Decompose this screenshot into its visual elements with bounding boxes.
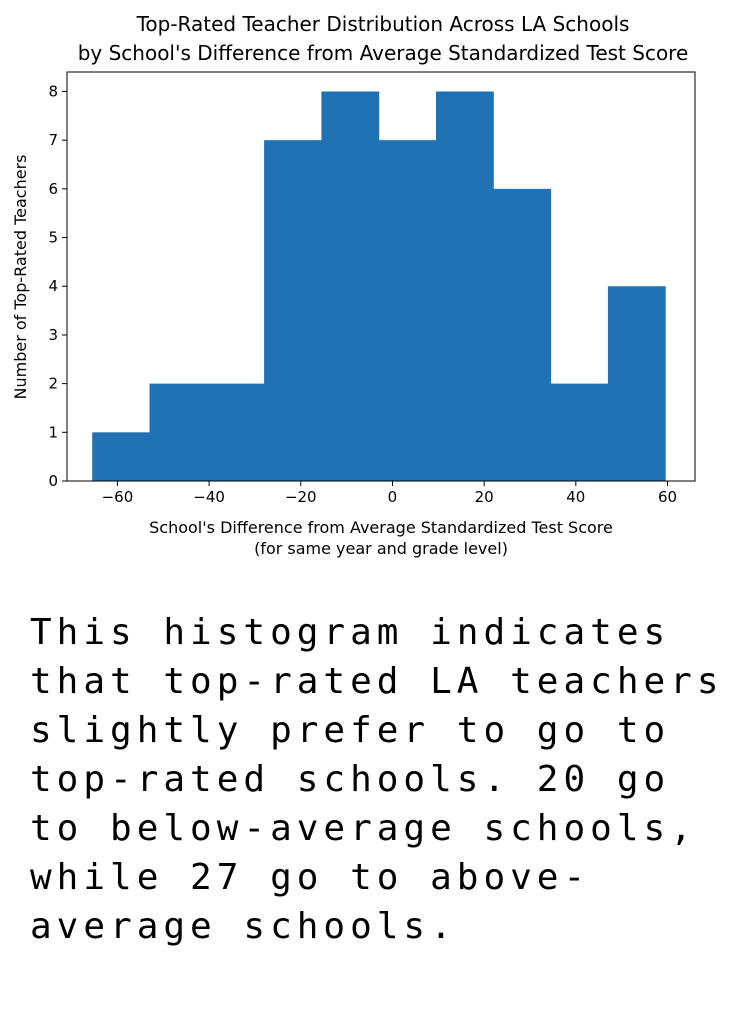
y-tick-label: 7 [48, 131, 58, 149]
chart-title-line-2: by School's Difference from Average Stan… [78, 41, 689, 65]
x-tick-label: 20 [475, 488, 494, 506]
x-tick-label: 60 [658, 488, 677, 506]
histogram-bar [321, 91, 380, 481]
chart-title-line-1: Top-Rated Teacher Distribution Across LA… [136, 12, 630, 36]
histogram-bar [378, 140, 437, 481]
y-tick-label: 1 [48, 423, 58, 441]
histogram-bar [206, 383, 265, 481]
histogram-bar [149, 383, 208, 481]
y-tick-label: 2 [48, 375, 58, 393]
x-tick-label: −20 [285, 488, 317, 506]
y-tick-label: 5 [48, 229, 58, 247]
x-tick-label: −40 [193, 488, 225, 506]
plot-frame [66, 71, 696, 482]
histogram-bar [264, 140, 322, 481]
histogram-bars [92, 91, 666, 481]
histogram-bar [436, 91, 494, 481]
y-tick-label: 6 [48, 180, 58, 198]
x-tick-label: 0 [388, 488, 398, 506]
histogram-bar [607, 286, 666, 481]
y-axis-ticks: 0 1 2 3 4 5 6 7 8 [48, 82, 67, 490]
x-axis-label-line-2: (for same year and grade level) [254, 539, 508, 558]
y-tick-label: 3 [48, 326, 58, 344]
caption-text: This histogram indicates that top-rated … [30, 612, 724, 947]
x-axis-ticks: −60 −40 −20 0 20 40 60 [102, 481, 677, 506]
x-axis-label-line-1: School's Difference from Average Standar… [149, 518, 613, 537]
histogram-bar [92, 432, 151, 481]
y-tick-label: 8 [48, 82, 58, 100]
y-tick-label: 4 [48, 277, 58, 295]
histogram-chart: Top-Rated Teacher Distribution Across LA… [11, 12, 696, 558]
x-tick-label: −60 [102, 488, 134, 506]
x-tick-label: 40 [566, 488, 585, 506]
y-tick-label: 0 [48, 472, 58, 490]
histogram-bar [493, 188, 552, 481]
y-axis-label: Number of Top-Rated Teachers [11, 155, 30, 400]
histogram-bar [550, 383, 609, 481]
